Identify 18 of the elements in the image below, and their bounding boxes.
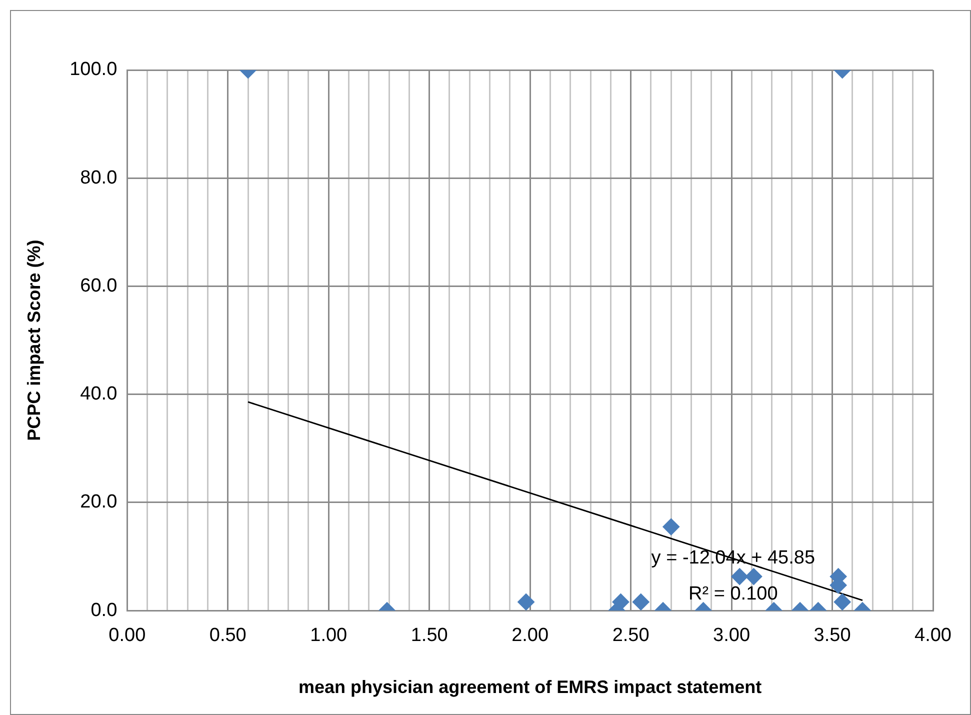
annotation: R² = 0.100: [688, 584, 778, 605]
y-tick-label: 100.0: [70, 59, 118, 80]
y-tick-label: 0.0: [90, 600, 118, 621]
y-tick-label: 80.0: [80, 167, 118, 188]
x-tick-label: 4.00: [914, 625, 952, 646]
x-tick-label: 1.00: [310, 625, 348, 646]
x-tick-label: 0.00: [108, 625, 146, 646]
x-tick-label: 1.50: [410, 625, 448, 646]
x-tick-label: 2.50: [612, 625, 650, 646]
y-tick-label: 40.0: [80, 384, 118, 405]
y-tick-label: 60.0: [80, 275, 118, 296]
x-tick-label: 2.00: [512, 625, 549, 646]
y-axis-title: PCPC impact Score (%): [24, 240, 44, 441]
x-axis-title: mean physician agreement of EMRS impact statement: [298, 677, 762, 698]
x-tick-label: 3.50: [814, 625, 851, 646]
x-tick-label: 0.50: [209, 625, 246, 646]
y-tick-label: 20.0: [80, 492, 118, 513]
x-tick-label: 3.00: [713, 625, 750, 646]
